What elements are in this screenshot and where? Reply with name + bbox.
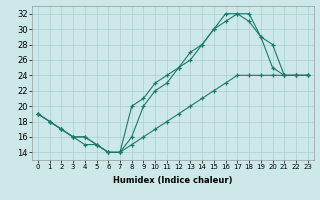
X-axis label: Humidex (Indice chaleur): Humidex (Indice chaleur)	[113, 176, 233, 185]
